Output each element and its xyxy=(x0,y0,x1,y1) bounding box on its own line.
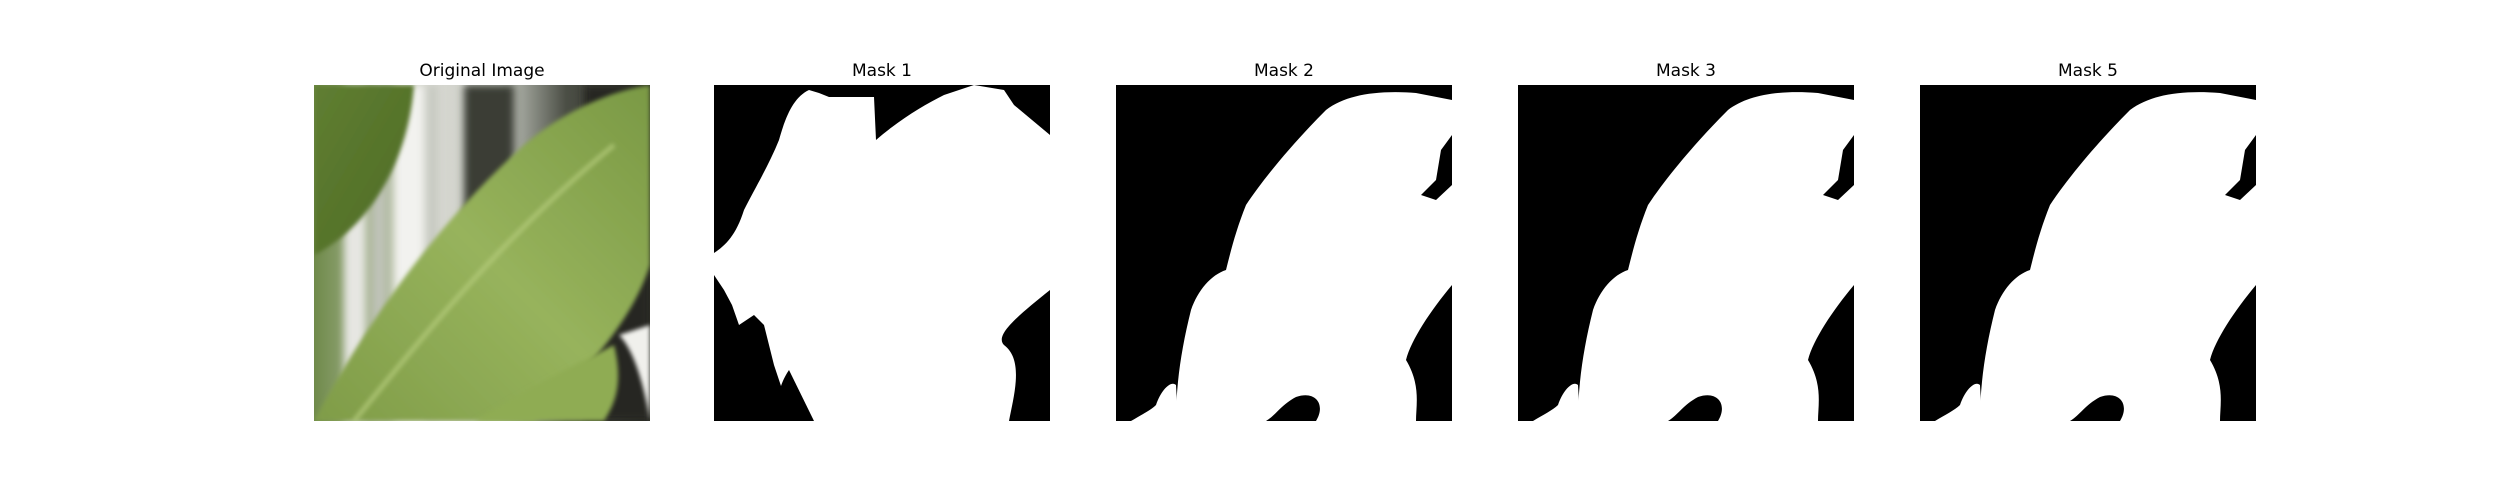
mask-image xyxy=(1518,85,1854,421)
panel-mask-2: Mask 2 xyxy=(1116,61,1452,421)
panel-mask-3: Mask 3 xyxy=(1518,61,1854,421)
mask-image xyxy=(714,85,1050,421)
panel-title: Mask 2 xyxy=(1253,61,1314,81)
mask-image xyxy=(1116,85,1452,421)
panel-original-image: Original Image xyxy=(314,61,650,421)
original-photo xyxy=(314,85,650,421)
panel-title: Original Image xyxy=(419,61,545,81)
panel-title: Mask 1 xyxy=(851,61,912,81)
panel-mask-1: Mask 1 xyxy=(714,61,1050,421)
panel-mask-5: Mask 5 xyxy=(1920,61,2256,421)
panel-title: Mask 5 xyxy=(2057,61,2118,81)
mask-image xyxy=(1920,85,2256,421)
panel-title: Mask 3 xyxy=(1655,61,1716,81)
